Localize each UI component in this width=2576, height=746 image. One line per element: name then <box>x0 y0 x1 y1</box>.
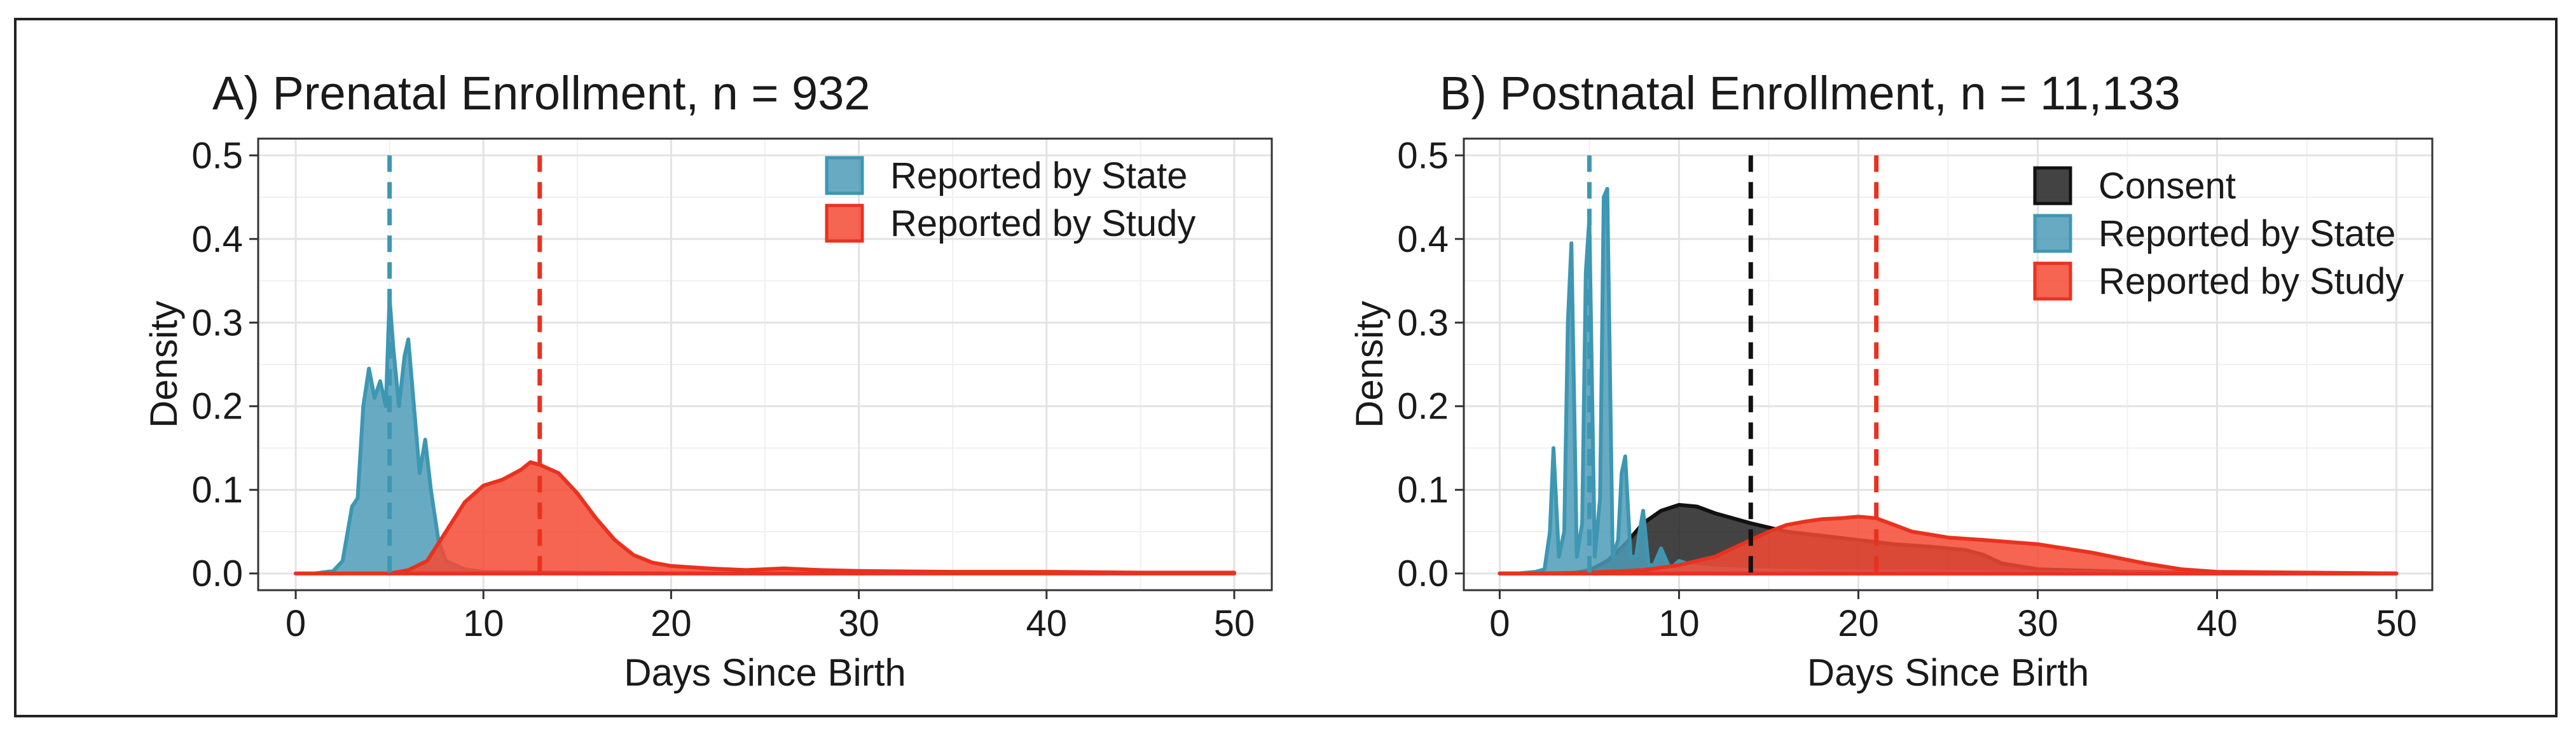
y-tick-label: 0.3 <box>191 302 243 343</box>
x-tick-label: 20 <box>651 603 692 644</box>
x-tick-label: 40 <box>2196 603 2238 644</box>
plot-border <box>257 137 1273 591</box>
x-tick-label: 0 <box>1489 603 1510 644</box>
figure-frame <box>14 18 2558 717</box>
density-area-reported-by-study <box>1498 515 2399 576</box>
x-tick-label: 40 <box>1026 603 1068 644</box>
plot-border <box>1463 137 2434 591</box>
panel-prenatal: 0 10 20 30 40 50 0.0 0.1 0.2 0.3 0.4 0.5 Days Since … <box>142 67 1273 694</box>
panel-title: B) Postnatal Enrollment, n = 11,133 <box>1440 67 2180 120</box>
y-axis-title: Density <box>1348 301 1391 428</box>
y-tick-label: 0.0 <box>1397 553 1449 595</box>
y-tick-label: 0.5 <box>191 135 243 176</box>
y-axis-title: Density <box>142 301 185 428</box>
x-axis-title: Days Since Birth <box>1807 651 2090 694</box>
x-tick-label: 30 <box>2017 603 2058 644</box>
y-tick-label: 0.4 <box>1397 219 1449 260</box>
legend-key-reported-by-state <box>2033 214 2072 253</box>
panel-title: A) Prenatal Enrollment, n = 932 <box>212 67 871 120</box>
legend-label-consent: Consent <box>2098 165 2236 207</box>
y-tick-label: 0.0 <box>191 553 243 595</box>
legend-label-reported-by-study: Reported by Study <box>890 203 1195 244</box>
y-tick-label: 0.1 <box>191 469 243 511</box>
x-tick-label: 30 <box>838 603 879 644</box>
density-area-reported-by-study <box>294 460 1236 576</box>
x-axis-title: Days Since Birth <box>624 651 906 694</box>
y-tick-label: 0.3 <box>1397 302 1449 343</box>
legend-key-consent <box>2033 166 2072 205</box>
legend-key-reported-by-state <box>825 156 864 195</box>
y-tick-label: 0.2 <box>1397 386 1449 427</box>
legend-label-reported-by-state: Reported by State <box>890 155 1188 197</box>
y-tick-label: 0.5 <box>1397 135 1449 176</box>
x-tick-label: 50 <box>1214 603 1255 644</box>
legend-label-reported-by-study: Reported by Study <box>2098 261 2404 302</box>
legend-label-reported-by-state: Reported by State <box>2098 213 2396 254</box>
x-tick-label: 0 <box>286 603 306 644</box>
x-tick-label: 20 <box>1838 603 1879 644</box>
y-tick-label: 0.4 <box>191 219 243 260</box>
legend-key-reported-by-study <box>825 204 864 243</box>
x-tick-label: 10 <box>463 603 504 644</box>
legend-key-reported-by-study <box>2033 261 2072 301</box>
y-tick-label: 0.2 <box>191 386 243 427</box>
y-tick-label: 0.1 <box>1397 469 1449 511</box>
x-tick-label: 50 <box>2376 603 2417 644</box>
x-tick-label: 10 <box>1658 603 1700 644</box>
panel-postnatal: 0 10 20 30 40 50 0.0 0.1 0.2 0.3 0.4 0.5 Days Since … <box>1348 67 2434 694</box>
